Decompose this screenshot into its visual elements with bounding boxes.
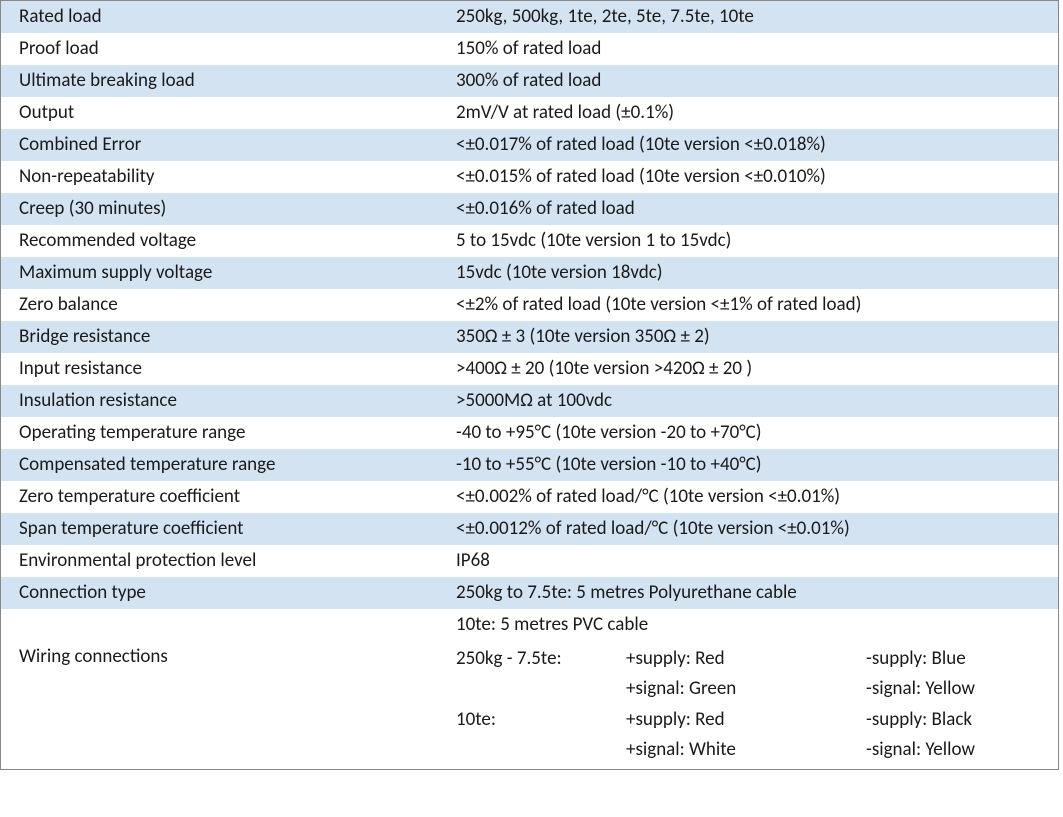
table-row: Ultimate breaking load300% of rated load [1, 65, 1058, 97]
row-label: Non-repeatability [1, 164, 456, 190]
table-row: Combined Error<±0.017% of rated load (10… [1, 129, 1058, 161]
row-value: <±2% of rated load (10te version <±1% of… [456, 292, 1058, 318]
wiring-signal-a: +supply: Red [626, 705, 866, 735]
table-row-wiring: Wiring connections250kg - 7.5te:+supply:… [1, 641, 1058, 769]
wiring-range: 10te: [456, 705, 626, 735]
wiring-signal-a: +signal: White [626, 735, 866, 765]
row-value: 150% of rated load [456, 36, 1058, 62]
table-row: Maximum supply voltage15vdc (10te versio… [1, 257, 1058, 289]
wiring-range [456, 735, 626, 765]
wiring-subrow: 250kg - 7.5te:+supply: Red-supply: Blue [456, 644, 1040, 674]
row-value: <±0.0012% of rated load/°C (10te version… [456, 516, 1058, 542]
wiring-range [456, 674, 626, 704]
row-label: Operating temperature range [1, 420, 456, 446]
wiring-signal-a: +supply: Red [626, 644, 866, 674]
wiring-range: 250kg - 7.5te: [456, 644, 626, 674]
table-row: Operating temperature range-40 to +95°C … [1, 417, 1058, 449]
table-row: Bridge resistance350Ω ± 3 (10te version … [1, 321, 1058, 353]
table-row: Creep (30 minutes)<±0.016% of rated load [1, 193, 1058, 225]
row-label: Span temperature coefficient [1, 516, 456, 542]
table-row: Connection type250kg to 7.5te: 5 metres … [1, 577, 1058, 609]
wiring-signal-b: -signal: Yellow [866, 674, 1040, 704]
row-value: 300% of rated load [456, 68, 1058, 94]
row-value: >5000MΩ at 100vdc [456, 388, 1058, 414]
row-label: Wiring connections [1, 644, 456, 670]
row-value: 250kg to 7.5te: 5 metres Polyurethane ca… [456, 580, 1058, 606]
table-row: Non-repeatability<±0.015% of rated load … [1, 161, 1058, 193]
table-row: 10te: 5 metres PVC cable [1, 609, 1058, 641]
wiring-signal-b: -signal: Yellow [866, 735, 1040, 765]
table-row: Insulation resistance>5000MΩ at 100vdc [1, 385, 1058, 417]
table-row: Output2mV/V at rated load (±0.1%) [1, 97, 1058, 129]
row-value: <±0.015% of rated load (10te version <±0… [456, 164, 1058, 190]
table-row: Zero temperature coefficient<±0.002% of … [1, 481, 1058, 513]
row-value: >400Ω ± 20 (10te version >420Ω ± 20 ) [456, 356, 1058, 382]
row-value: -10 to +55°C (10te version -10 to +40°C) [456, 452, 1058, 478]
row-value: 5 to 15vdc (10te version 1 to 15vdc) [456, 228, 1058, 254]
table-row: Span temperature coefficient<±0.0012% of… [1, 513, 1058, 545]
row-label: Input resistance [1, 356, 456, 382]
wiring-signal-b: -supply: Black [866, 705, 1040, 735]
row-value: 2mV/V at rated load (±0.1%) [456, 100, 1058, 126]
table-row: Compensated temperature range-10 to +55°… [1, 449, 1058, 481]
row-value: 350Ω ± 3 (10te version 350Ω ± 2) [456, 324, 1058, 350]
row-label: Maximum supply voltage [1, 260, 456, 286]
table-row: Input resistance>400Ω ± 20 (10te version… [1, 353, 1058, 385]
wiring-signal-a: +signal: Green [626, 674, 866, 704]
row-label: Insulation resistance [1, 388, 456, 414]
row-label: Connection type [1, 580, 456, 606]
row-label: Recommended voltage [1, 228, 456, 254]
row-value: <±0.002% of rated load/°C (10te version … [456, 484, 1058, 510]
table-row: Zero balance<±2% of rated load (10te ver… [1, 289, 1058, 321]
row-label: Environmental protection level [1, 548, 456, 574]
row-value: <±0.016% of rated load [456, 196, 1058, 222]
row-value: 15vdc (10te version 18vdc) [456, 260, 1058, 286]
row-label: Combined Error [1, 132, 456, 158]
row-label: Zero temperature coefficient [1, 484, 456, 510]
row-label: Compensated temperature range [1, 452, 456, 478]
wiring-signal-b: -supply: Blue [866, 644, 1040, 674]
row-value: -40 to +95°C (10te version -20 to +70°C) [456, 420, 1058, 446]
spec-table: Rated load250kg, 500kg, 1te, 2te, 5te, 7… [0, 0, 1059, 770]
table-row: Environmental protection levelIP68 [1, 545, 1058, 577]
row-label: Proof load [1, 36, 456, 62]
table-row: Rated load250kg, 500kg, 1te, 2te, 5te, 7… [1, 1, 1058, 33]
row-value: 10te: 5 metres PVC cable [456, 612, 1058, 638]
row-label: Creep (30 minutes) [1, 196, 456, 222]
row-value: <±0.017% of rated load (10te version <±0… [456, 132, 1058, 158]
row-label: Bridge resistance [1, 324, 456, 350]
row-label: Zero balance [1, 292, 456, 318]
row-label: Rated load [1, 4, 456, 30]
wiring-subrow: +signal: White-signal: Yellow [456, 735, 1040, 765]
row-value: 250kg, 500kg, 1te, 2te, 5te, 7.5te, 10te [456, 4, 1058, 30]
wiring-subrow: +signal: Green-signal: Yellow [456, 674, 1040, 704]
table-row: Proof load150% of rated load [1, 33, 1058, 65]
wiring-subrow: 10te:+supply: Red-supply: Black [456, 705, 1040, 735]
wiring-value: 250kg - 7.5te:+supply: Red-supply: Blue+… [456, 644, 1058, 766]
table-row: Recommended voltage5 to 15vdc (10te vers… [1, 225, 1058, 257]
row-label: Ultimate breaking load [1, 68, 456, 94]
row-value: IP68 [456, 548, 1058, 574]
row-label: Output [1, 100, 456, 126]
